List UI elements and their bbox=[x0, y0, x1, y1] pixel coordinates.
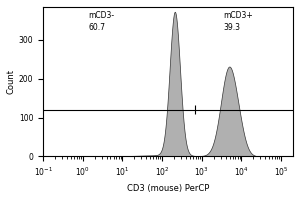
Text: mCD3-
60.7: mCD3- 60.7 bbox=[88, 11, 114, 32]
Y-axis label: Count: Count bbox=[7, 69, 16, 94]
Text: mCD3+
39.3: mCD3+ 39.3 bbox=[223, 11, 253, 32]
X-axis label: CD3 (mouse) PerCP: CD3 (mouse) PerCP bbox=[127, 184, 209, 193]
